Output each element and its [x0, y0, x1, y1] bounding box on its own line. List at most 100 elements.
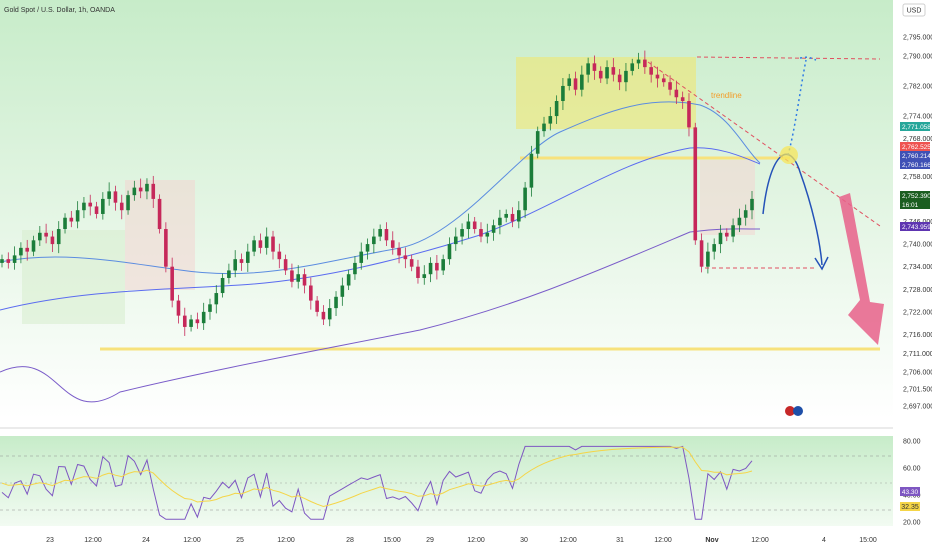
candle-body [182, 315, 187, 327]
candle-body [378, 229, 382, 237]
candle-body [643, 59, 647, 68]
time-tick-label: 29 [426, 537, 434, 544]
candle-body [151, 183, 156, 199]
candle-body [523, 187, 527, 211]
rsi-ma-pill [900, 502, 920, 511]
price-tick-label: 2,782.000 [903, 83, 932, 90]
rsi-tick-label: 80.00 [903, 439, 921, 446]
price-pills: 2,771.058 2,762.525 2,760.214 2,760.166 2,75… [900, 122, 931, 231]
candle-body [529, 153, 534, 188]
candle-body [82, 202, 86, 211]
rsi-tick-label: 20.00 [903, 520, 921, 527]
price-axis[interactable]: 2,795.000 2,790.000 2,782.000 2,774.000 2,76… [903, 35, 932, 411]
price-tick-label: 2,774.000 [903, 114, 932, 121]
candle-body [309, 285, 313, 301]
candle-body [668, 82, 672, 90]
us-flag-icon-2[interactable] [793, 406, 803, 416]
ma-fast [0, 101, 761, 275]
candle-body [580, 74, 584, 90]
candle-body [245, 251, 250, 263]
candle-body [687, 101, 691, 128]
candle-body [258, 240, 263, 248]
candle-body [605, 67, 609, 79]
candle-body [422, 274, 427, 278]
candle-body [731, 225, 735, 237]
candle-body [624, 70, 628, 83]
candle-body [264, 236, 269, 248]
candle-body [346, 274, 351, 286]
price-tick-label: 2,711.000 [903, 351, 932, 358]
us-flag-icon[interactable] [785, 406, 795, 416]
candle-body [107, 191, 111, 199]
candle-body [504, 213, 509, 218]
candle-body [718, 232, 723, 245]
currency-label: USD [907, 8, 922, 15]
candle-body [554, 101, 559, 117]
candle-body [239, 259, 244, 263]
ma-slow [0, 147, 761, 311]
candle-body [69, 217, 74, 222]
time-tick-label: 28 [346, 537, 354, 544]
candle-body [88, 202, 93, 207]
scenario-drop-curve [762, 153, 823, 266]
candle-body [592, 63, 597, 71]
candle-body [12, 255, 17, 263]
candle-body [315, 300, 319, 312]
price-pill [900, 222, 930, 231]
time-axis[interactable]: 23 12:00 24 12:00 25 12:00 28 15:00 29 12:00 30 12:… [46, 537, 877, 544]
candle-body [384, 229, 389, 241]
price-tick-label: 2,740.000 [903, 242, 932, 249]
price-tick-label: 2,734.000 [903, 264, 932, 271]
candles-group [0, 50, 754, 336]
candle-body [252, 240, 256, 252]
candle-body [145, 183, 149, 192]
candle-body [617, 74, 622, 83]
time-tick-label: 30 [520, 537, 528, 544]
candle-body [63, 217, 67, 230]
rsi-line [1, 445, 753, 520]
candle-body [661, 78, 666, 83]
cloud-zone-2 [125, 180, 195, 290]
cloud-zone-1 [22, 230, 125, 324]
candle-body [510, 213, 515, 222]
candle-body [75, 210, 80, 222]
candle-body [164, 229, 168, 267]
rsi-value-pill [900, 487, 920, 496]
candle-body [132, 187, 137, 196]
candle-body [397, 247, 401, 256]
candle-body [359, 251, 364, 263]
price-tick-label: 2,701.500 [903, 387, 932, 394]
rsi-ma-line [1, 446, 753, 508]
candle-body [227, 270, 231, 278]
currency-button[interactable] [902, 3, 926, 17]
price-pill [900, 122, 930, 131]
price-pill-label: 2,760.214 [902, 153, 931, 160]
rsi-value: 43.30 [902, 489, 919, 496]
big-bearish-arrow [839, 193, 884, 345]
candle-body [365, 244, 370, 252]
candle-body [586, 63, 590, 75]
candle-body [460, 229, 464, 237]
time-tick-label: 12:00 [751, 537, 769, 544]
chart-title: Gold Spot / U.S. Dollar, 1h, OANDA [4, 7, 115, 14]
candle-body [491, 225, 496, 233]
candle-body [283, 259, 288, 271]
candle-body [170, 266, 174, 301]
candle-body [176, 300, 181, 316]
candle-body [712, 244, 716, 252]
candle-body [535, 131, 540, 154]
price-pill-label: 2,771.058 [902, 124, 931, 131]
price-axis-bg [893, 0, 932, 550]
candle-body [472, 221, 477, 230]
candle-body [6, 259, 11, 263]
time-tick-label: 12:00 [467, 537, 485, 544]
candle-body [208, 304, 212, 312]
rsi-ma-value: 32.35 [901, 504, 919, 511]
trendline [647, 61, 881, 227]
resistance-dashed [696, 56, 881, 60]
candle-body [302, 274, 307, 286]
candle-body [290, 270, 294, 282]
time-tick-label: 23 [46, 537, 54, 544]
candle-body [598, 70, 603, 79]
